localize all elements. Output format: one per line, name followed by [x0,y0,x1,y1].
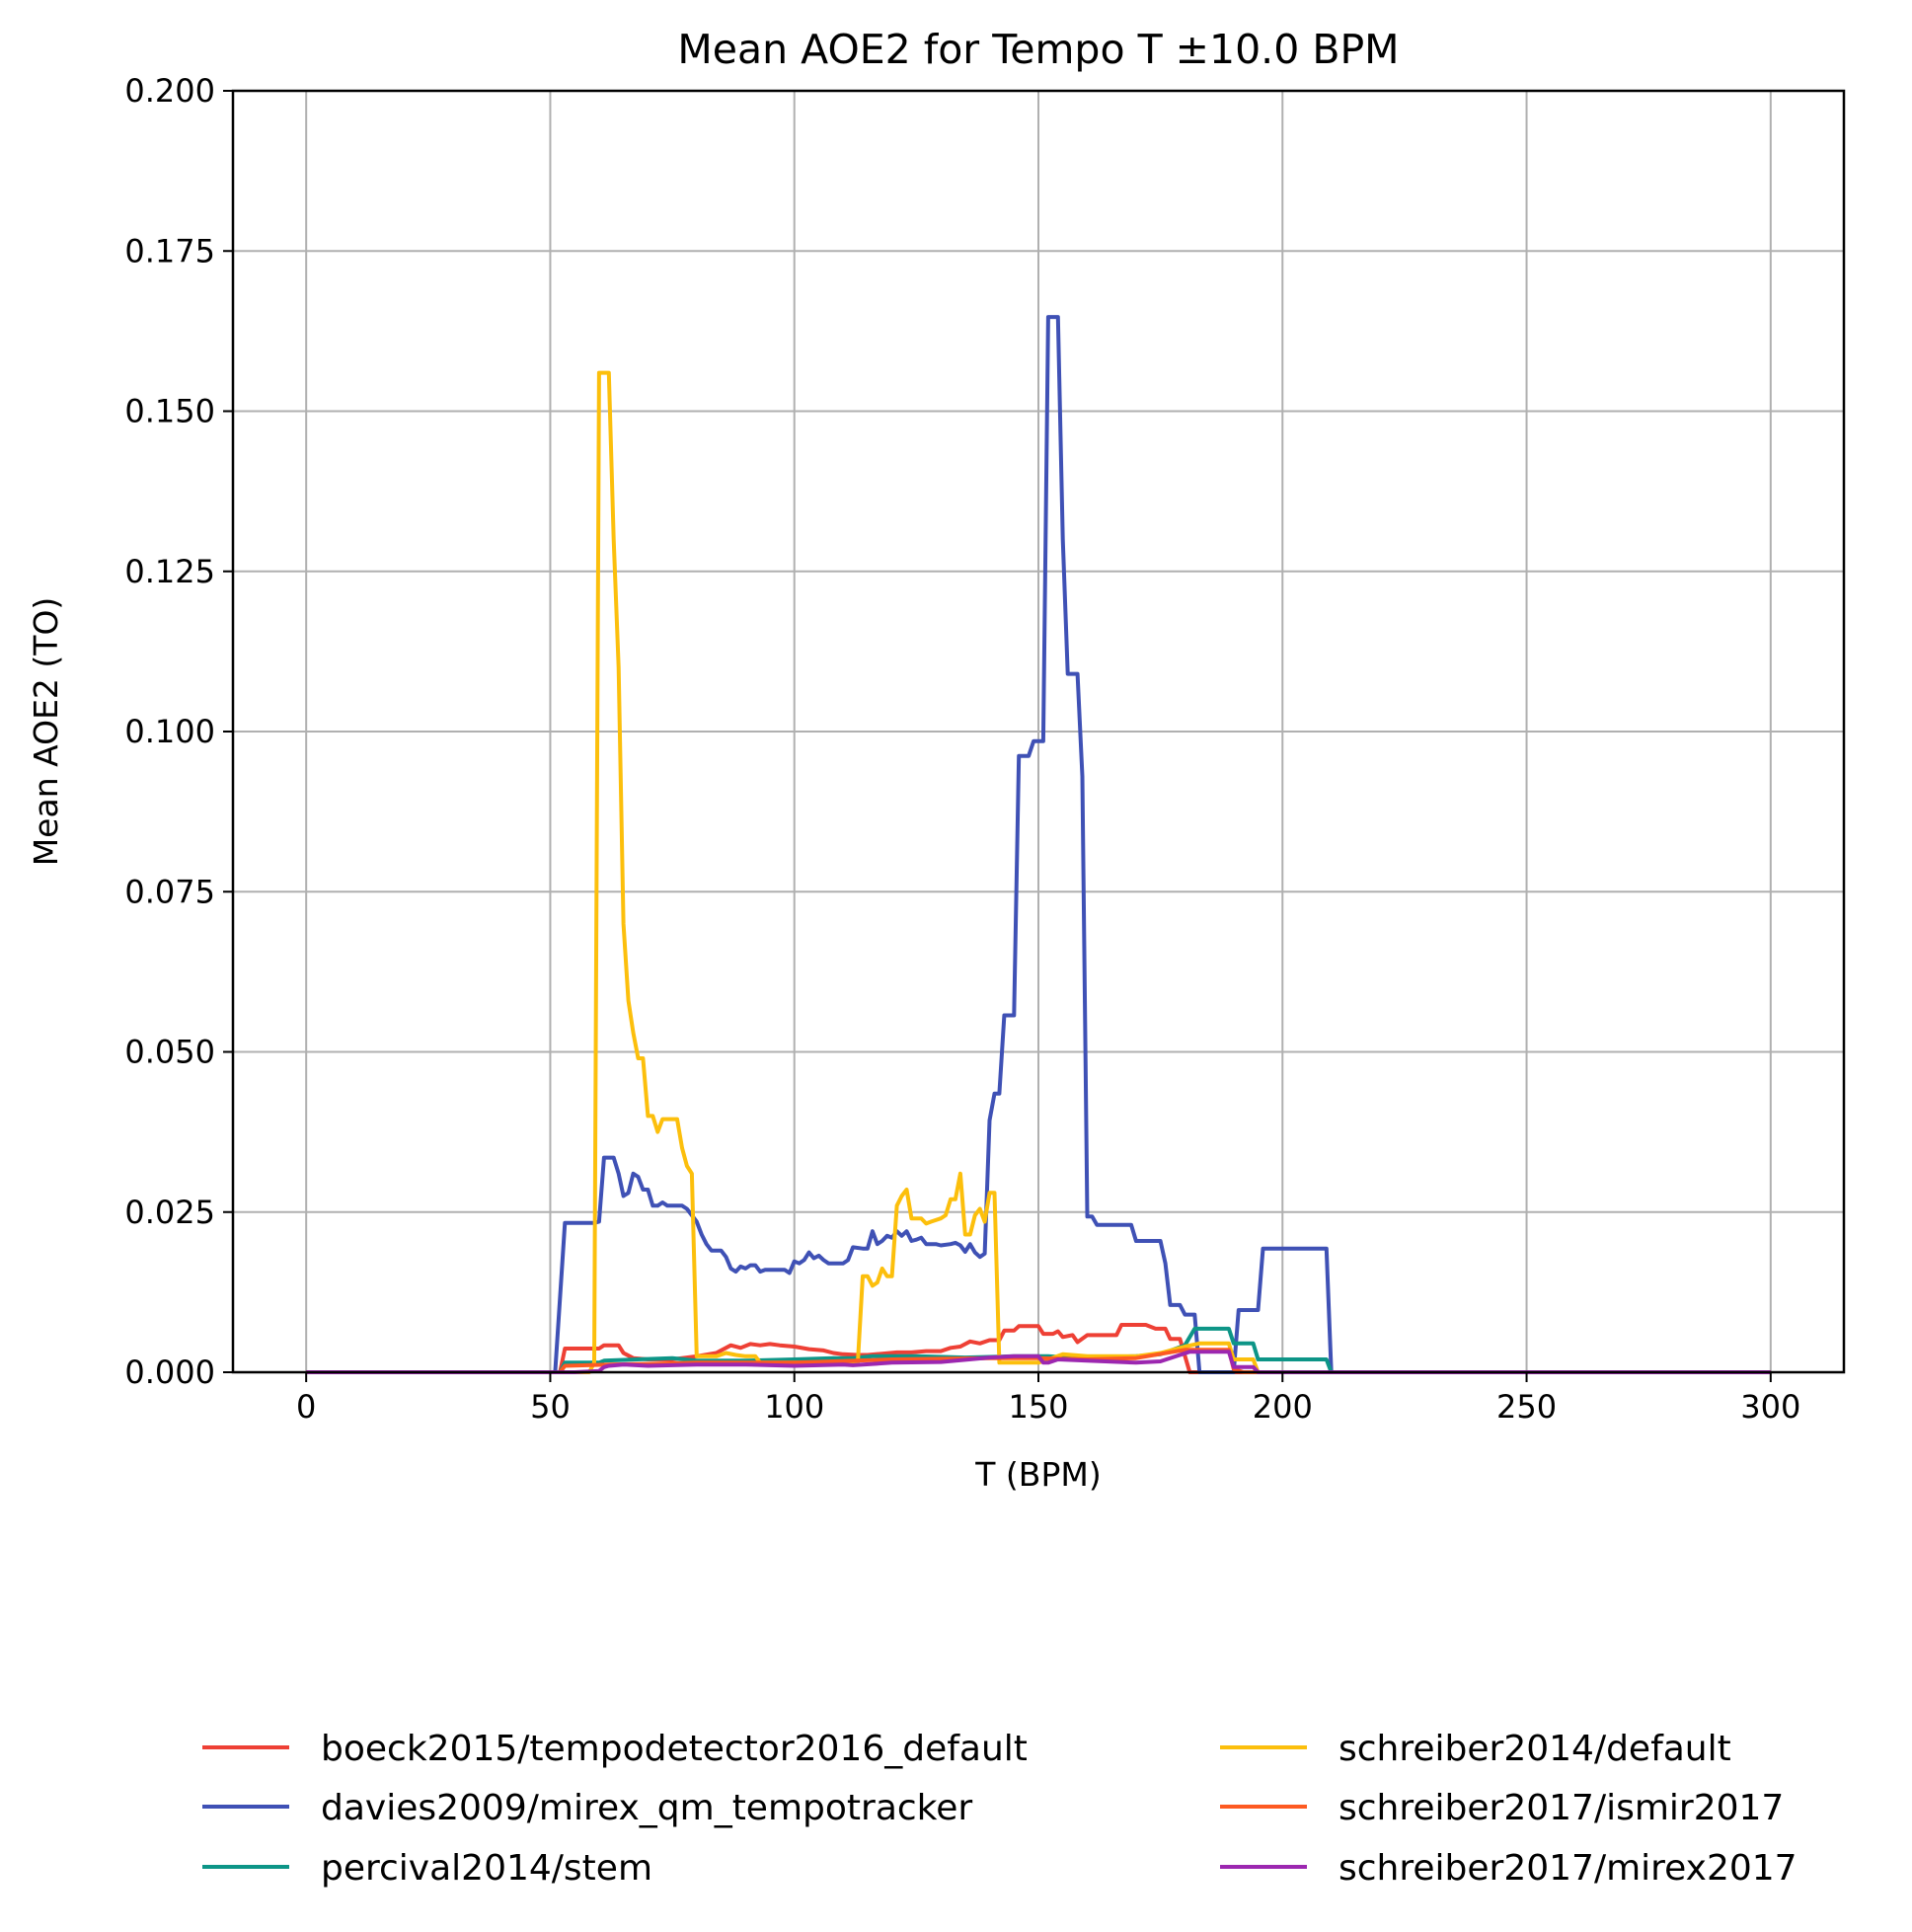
x-tick-label: 50 [530,1388,571,1426]
y-tick-label: 0.025 [124,1194,215,1231]
chart-title: Mean AOE2 for Tempo T ±10.0 BPM [677,26,1399,73]
y-tick-label: 0.175 [124,232,215,270]
y-axis-label: Mean AOE2 (TO) [27,597,65,867]
x-tick-label: 250 [1496,1388,1557,1426]
x-tick-label: 0 [296,1388,316,1426]
legend: boeck2015/tempodetector2016_defaultdavie… [202,1729,1797,1889]
axis-ticks: 0 50 100 150 200 250 300 0.000 0.025 0.050 0.075 0.… [124,72,1800,1426]
y-tick-label: 0.050 [124,1034,215,1071]
x-axis-label: T (BPM) [974,1455,1101,1494]
legend-label-6: schreiber2017/mirex2017 [1338,1848,1797,1889]
legend-label-5: schreiber2017/ismir2017 [1338,1788,1784,1828]
y-tick-label: 0.000 [124,1353,215,1391]
legend-label-3: percival2014/stem [321,1848,652,1889]
y-tick-label: 0.150 [124,393,215,430]
series-line-6 [306,1350,1771,1374]
series-lines [306,315,1771,1374]
x-tick-label: 100 [764,1388,824,1426]
series-line-2 [306,315,1771,1374]
x-tick-label: 300 [1740,1388,1800,1426]
legend-label-4: schreiber2014/default [1338,1729,1731,1769]
grid [233,90,1844,1373]
legend-label-2: davies2009/mirex_qm_tempotracker [321,1788,972,1828]
y-tick-label: 0.100 [124,713,215,750]
x-tick-label: 200 [1253,1388,1313,1426]
y-tick-label: 0.200 [124,72,215,110]
legend-label-1: boeck2015/tempodetector2016_default [321,1729,1028,1769]
y-tick-label: 0.125 [124,553,215,590]
y-tick-label: 0.075 [124,873,215,910]
x-tick-label: 150 [1008,1388,1068,1426]
